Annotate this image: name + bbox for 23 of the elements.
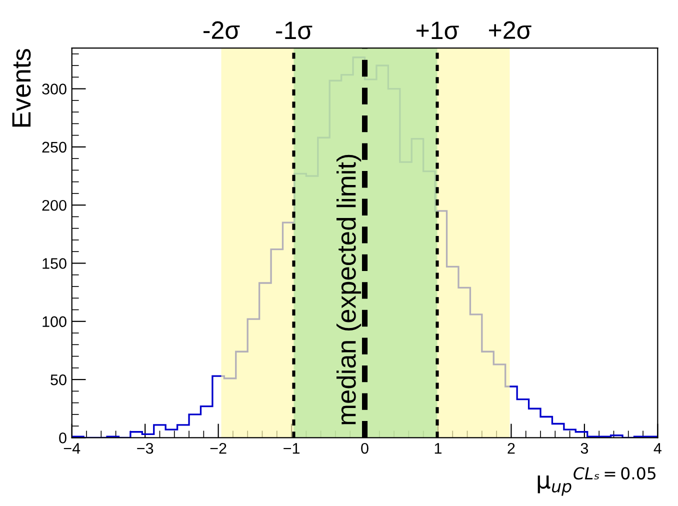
x-tick-label: 2 [508,442,515,454]
ref-line-label: -1σ [276,22,312,40]
x-tick-label: 0 [361,442,368,454]
y-tick-label: 250 [42,142,66,153]
x-tick-label: −1 [284,443,300,454]
y-tick-label: 150 [42,258,66,269]
x-tick-label: 1 [434,443,442,454]
x-tick-label: −3 [137,442,154,454]
y-tick-label: 100 [42,316,66,328]
x-tick-label: 4 [654,443,662,454]
annotation: +2σ [489,21,532,39]
x-tick-label: 3 [580,442,588,454]
ref-line-label: +1σ [416,22,459,40]
x-tick-label: −2 [210,442,226,454]
y-tick-label: 200 [42,200,66,211]
y-tick-label: 0 [59,432,66,444]
x-axis-title: μ$_{up}$$^{CLₛ=0.05}$ [538,467,656,496]
x-tick-label: −4 [64,443,80,454]
annotation: -2σ [204,21,240,39]
ref-line-label: median (expected limit) [336,154,362,424]
y-axis-title: Events [12,49,31,127]
y-tick-label: 300 [42,84,66,94]
y-tick-label: 50 [50,374,66,386]
